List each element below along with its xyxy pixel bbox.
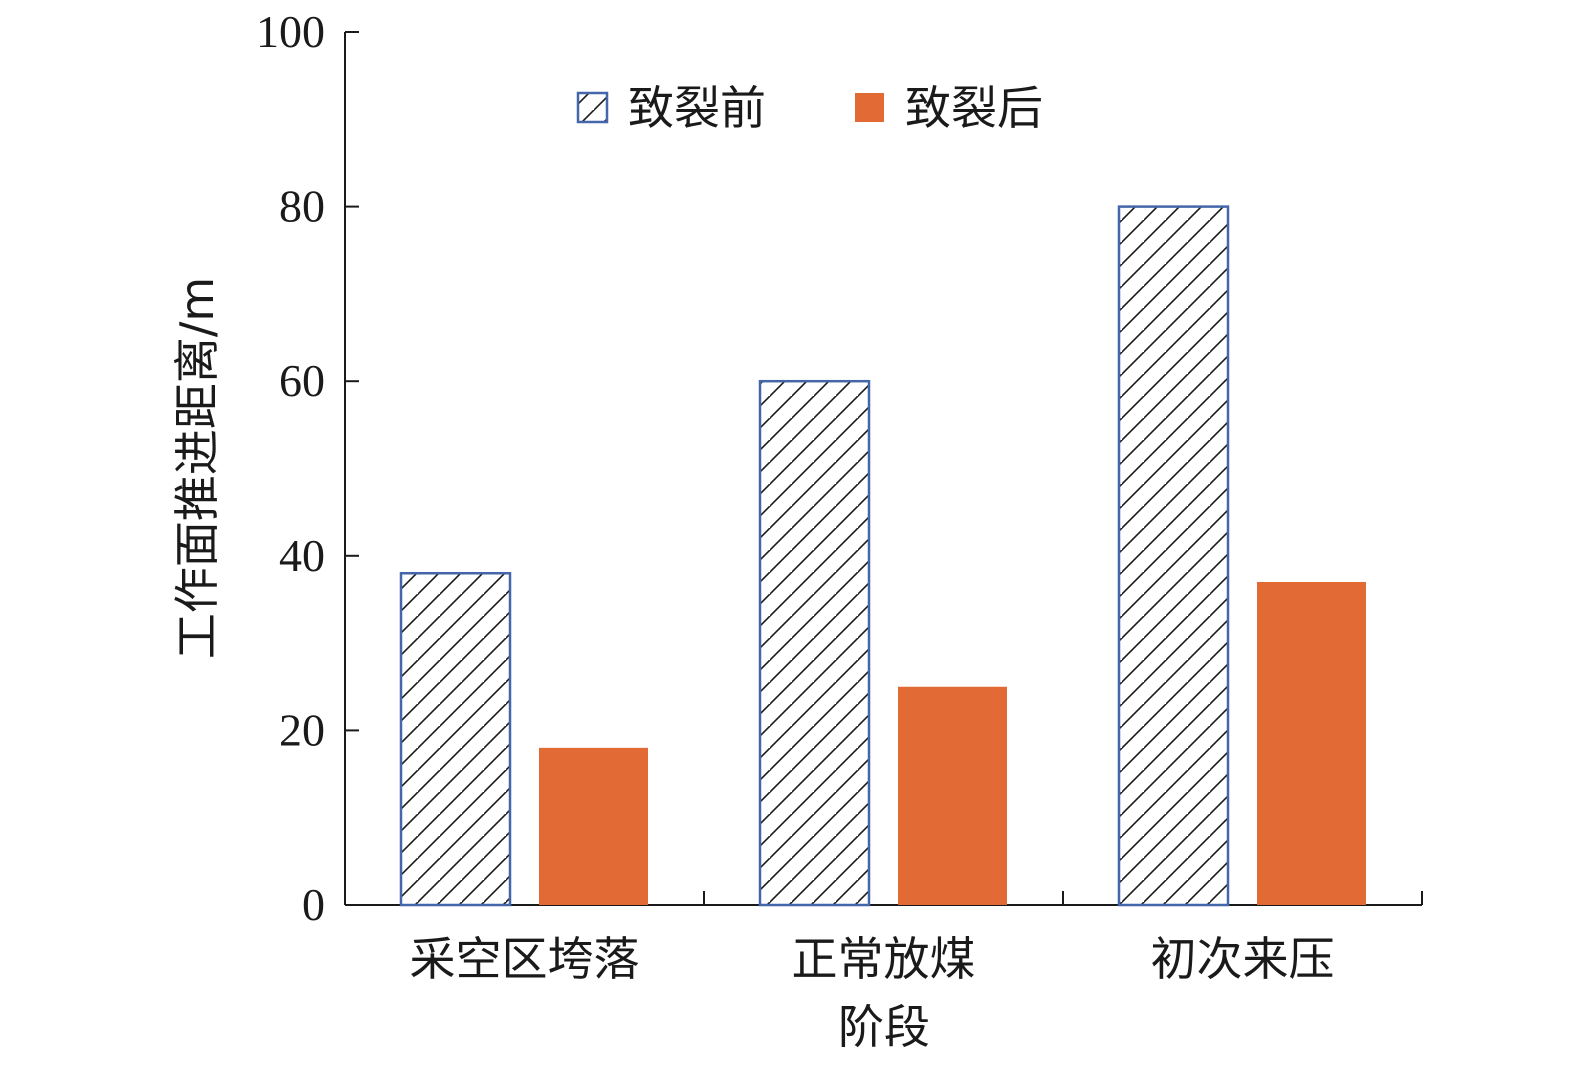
bar-before	[399, 572, 512, 907]
y-tick-label: 80	[279, 181, 325, 232]
bar-before	[1117, 205, 1230, 907]
legend-label: 致裂前	[628, 81, 766, 135]
axes: 0 20 40 60 80 100 采空区垮落 正常放煤 初次来压	[256, 6, 1423, 986]
bars	[399, 205, 1366, 907]
y-tick-label: 0	[302, 879, 325, 930]
legend-label: 致裂后	[905, 81, 1043, 135]
bar-after	[1257, 581, 1366, 905]
x-category-label: 初次来压	[1151, 932, 1335, 986]
legend: 致裂前 致裂后	[576, 81, 1043, 135]
bar-after	[898, 686, 1007, 905]
y-tick-label: 100	[256, 6, 325, 57]
x-category-label: 正常放煤	[792, 932, 976, 986]
bar-before	[758, 379, 871, 907]
y-tick-label: 20	[279, 704, 325, 755]
x-category-label: 采空区垮落	[410, 932, 640, 986]
y-axis-title: 工作面推进距离/m	[170, 277, 224, 659]
legend-swatch-after	[855, 93, 884, 122]
legend-swatch-before	[576, 91, 609, 124]
x-axis-title: 阶段	[838, 1000, 930, 1054]
bar-after	[539, 747, 648, 905]
y-tick-label: 60	[279, 355, 325, 406]
y-tick-label: 40	[279, 530, 325, 581]
